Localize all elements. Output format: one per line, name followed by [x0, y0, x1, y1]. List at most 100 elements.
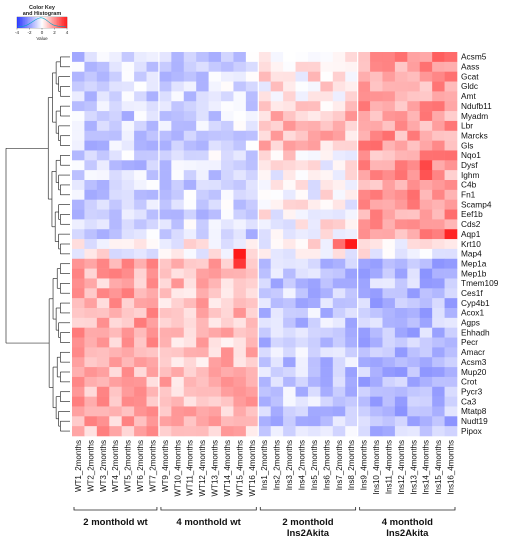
heatmap-cell: [134, 258, 147, 269]
heatmap-cell: [72, 347, 85, 358]
heatmap-cell: [357, 248, 371, 260]
heatmap-cell: [357, 229, 371, 240]
heatmap-cell: [171, 229, 185, 240]
heatmap-cell: [84, 120, 98, 132]
heatmap-cell: [96, 229, 110, 240]
heatmap-cell: [320, 317, 334, 328]
heatmap-cell: [394, 229, 408, 240]
heatmap-cell: [196, 170, 209, 181]
heatmap-cell: [196, 101, 209, 112]
sample-label: Ins7_2months: [335, 440, 344, 490]
heatmap-cell: [444, 199, 458, 210]
sample-label: WT4_2months: [111, 440, 120, 492]
heatmap-cell: [134, 357, 147, 368]
heatmap-cell: [233, 140, 247, 151]
heatmap-cell: [134, 170, 147, 181]
gene-label: Mep1b: [461, 268, 487, 278]
heatmap-cell: [394, 337, 408, 348]
sample-label: WT3_2months: [99, 440, 108, 492]
heatmap-cell: [245, 357, 259, 368]
heatmap-cell: [345, 416, 358, 427]
heatmap-cell: [444, 150, 458, 161]
color-key-step: [37, 17, 39, 28]
heatmap-cell: [196, 258, 209, 269]
sample-label: Ins6_2months: [322, 440, 331, 490]
heatmap-cell: [196, 347, 209, 358]
heatmap-cell: [270, 209, 284, 220]
heatmap-cell: [320, 367, 334, 378]
heatmap-cell: [72, 308, 85, 319]
heatmap-cell: [283, 298, 296, 309]
heatmap-cell: [134, 61, 147, 72]
heatmap-cell: [221, 347, 234, 358]
heatmap-cell: [96, 52, 110, 63]
color-key-title-line: and Histogram: [23, 11, 62, 17]
heatmap-cell: [258, 209, 272, 220]
heatmap-cell: [432, 298, 445, 309]
group-bracket: [359, 507, 456, 511]
heatmap-cell: [370, 229, 383, 240]
heatmap-cell: [183, 229, 197, 240]
heatmap-cell: [295, 357, 309, 368]
gene-label: Myadm: [461, 111, 488, 121]
heatmap-cell: [208, 426, 222, 437]
heatmap-cell: [221, 396, 234, 407]
heatmap-cell: [320, 209, 334, 220]
heatmap-cell: [370, 160, 383, 171]
sample-label: WT15_4months: [235, 440, 244, 496]
heatmap-cell: [196, 327, 209, 338]
gene-label: Gcat: [461, 71, 479, 81]
heatmap-cell: [84, 111, 98, 122]
heatmap-cell: [382, 357, 396, 368]
heatmap-cell: [146, 101, 160, 112]
heatmap-cell: [146, 160, 160, 171]
heatmap-cell: [370, 416, 383, 427]
heatmap-cell: [196, 111, 209, 122]
heatmap-cell: [134, 180, 147, 191]
heatmap-cell: [295, 189, 309, 200]
heatmap-cell: [357, 416, 371, 427]
heatmap-cell: [121, 396, 135, 407]
group-label: Ins2Akita: [386, 528, 429, 539]
heatmap-cell: [72, 229, 85, 240]
heatmap-cell: [444, 357, 458, 368]
heatmap-cell: [307, 219, 321, 230]
heatmap-cell: [320, 140, 334, 151]
heatmap-cell: [183, 268, 197, 279]
heatmap-cell: [208, 209, 222, 220]
heatmap-cell: [109, 140, 122, 151]
gene-label: Amacr: [461, 347, 485, 357]
heatmap-cell: [121, 140, 135, 151]
sample-label: Ins14_4months: [422, 440, 431, 495]
row-dendrogram: [5, 56, 70, 432]
heatmap-cell: [196, 367, 209, 378]
heatmap-cell: [332, 120, 346, 132]
heatmap-cell: [158, 298, 172, 309]
heatmap-cell: [84, 52, 98, 63]
heatmap-cell: [245, 347, 259, 358]
heatmap-cell: [270, 81, 284, 92]
heatmap-cell: [382, 219, 396, 230]
sample-label: WT11_4months: [186, 440, 195, 496]
heatmap-cell: [444, 278, 458, 289]
heatmap-cell: [258, 170, 272, 181]
heatmap-cell: [332, 426, 346, 437]
heatmap-cell: [221, 189, 234, 200]
heatmap-cell: [221, 170, 234, 181]
heatmap-cell: [370, 426, 383, 437]
color-key-step: [25, 17, 28, 28]
heatmap-cell: [345, 160, 358, 171]
heatmap-cell: [121, 258, 135, 269]
gene-label: Pecr: [461, 337, 478, 347]
heatmap-cell: [270, 337, 284, 348]
heatmap-cell: [382, 317, 396, 328]
heatmap-cell: [96, 317, 110, 328]
heatmap-cell: [382, 101, 396, 112]
heatmap-cell: [233, 357, 247, 368]
heatmap-cell: [345, 180, 358, 191]
heatmap-cell: [394, 347, 408, 358]
heatmap-cell: [233, 406, 247, 417]
heatmap-cell: [332, 288, 346, 299]
heatmap-cell: [307, 170, 321, 181]
heatmap-cell: [134, 160, 147, 171]
